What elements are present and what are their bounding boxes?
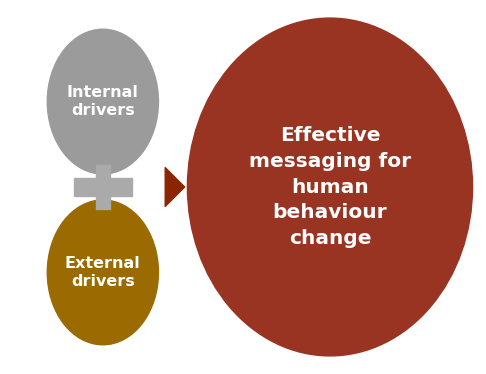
Text: Effective
messaging for
human
behaviour
change: Effective messaging for human behaviour … [249,126,411,248]
FancyBboxPatch shape [96,165,110,209]
Ellipse shape [188,18,472,356]
Ellipse shape [47,29,158,174]
Ellipse shape [47,200,158,345]
Text: External
drivers: External drivers [65,255,141,289]
Text: Internal
drivers: Internal drivers [67,85,139,119]
FancyBboxPatch shape [74,178,132,196]
